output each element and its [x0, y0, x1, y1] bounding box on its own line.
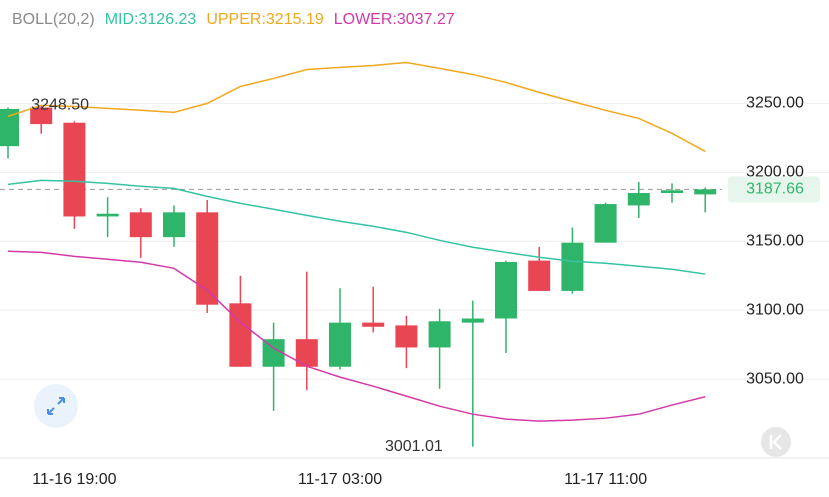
candle-body	[295, 339, 318, 367]
candle-body	[96, 213, 119, 217]
candle-body	[196, 212, 219, 305]
candle-body	[63, 122, 86, 217]
candle	[262, 322, 285, 411]
boll-line	[7, 179, 706, 275]
candle	[495, 260, 517, 353]
expand-button-bg	[34, 384, 78, 428]
boll-line	[7, 61, 706, 153]
last-price-badge	[728, 176, 820, 203]
x-tick-label: 11-17 11:00	[564, 471, 647, 488]
candle	[627, 182, 650, 218]
candle-body	[594, 204, 617, 243]
boll-line	[7, 250, 706, 422]
candle	[428, 308, 451, 389]
candle	[528, 246, 551, 291]
x-tick-label: 11-17 03:00	[298, 471, 382, 488]
scroll-latest-icon	[769, 434, 782, 450]
candle	[395, 315, 418, 369]
extreme-label: 3248.50	[31, 97, 89, 114]
candle-body	[329, 322, 351, 367]
scroll-latest-button[interactable]	[761, 427, 791, 457]
candle-body	[362, 322, 385, 327]
legend-entry: MID:3126.23	[105, 11, 197, 28]
candle	[129, 208, 152, 258]
candle	[96, 197, 119, 238]
y-tick-label: 3050.00	[746, 370, 804, 387]
candle-body	[495, 261, 517, 319]
y-tick-label: 3100.00	[746, 301, 804, 318]
candle-body	[561, 242, 584, 291]
candle-body	[30, 107, 53, 125]
expand-button[interactable]	[34, 384, 78, 428]
last-price-label: 3187.66	[746, 181, 804, 198]
legend-entry: LOWER:3037.27	[334, 11, 455, 28]
candle-body	[0, 108, 19, 147]
candle-body	[627, 193, 650, 206]
candle-body	[528, 260, 551, 291]
candle-body	[661, 190, 683, 194]
indicator-label: BOLL(20,2)	[12, 11, 95, 28]
candle	[63, 121, 86, 229]
candle-body	[428, 321, 451, 348]
x-tick-label: 11-16 19:00	[32, 471, 116, 488]
candle-body	[395, 325, 418, 348]
candle	[30, 105, 53, 134]
legend-entry: UPPER:3215.19	[206, 11, 324, 28]
candle-body	[262, 339, 285, 367]
y-tick-label: 3200.00	[746, 164, 804, 181]
candle	[594, 202, 617, 243]
candle	[661, 183, 683, 203]
candle	[362, 286, 385, 333]
candle-body	[461, 318, 484, 323]
expand-icon	[47, 397, 65, 415]
candle-body	[163, 212, 185, 238]
candle	[295, 271, 318, 391]
extreme-label: 3001.01	[385, 438, 443, 455]
y-tick-label: 3150.00	[746, 233, 804, 250]
candle	[196, 199, 219, 313]
y-tick-label: 3250.00	[746, 95, 804, 112]
candle	[329, 288, 351, 370]
candle	[694, 187, 717, 213]
candle	[461, 300, 484, 447]
candle	[163, 205, 185, 247]
candle-body	[129, 212, 152, 238]
scroll-latest-bg	[761, 427, 791, 457]
candle-body	[229, 303, 252, 367]
candle-body	[694, 189, 717, 195]
